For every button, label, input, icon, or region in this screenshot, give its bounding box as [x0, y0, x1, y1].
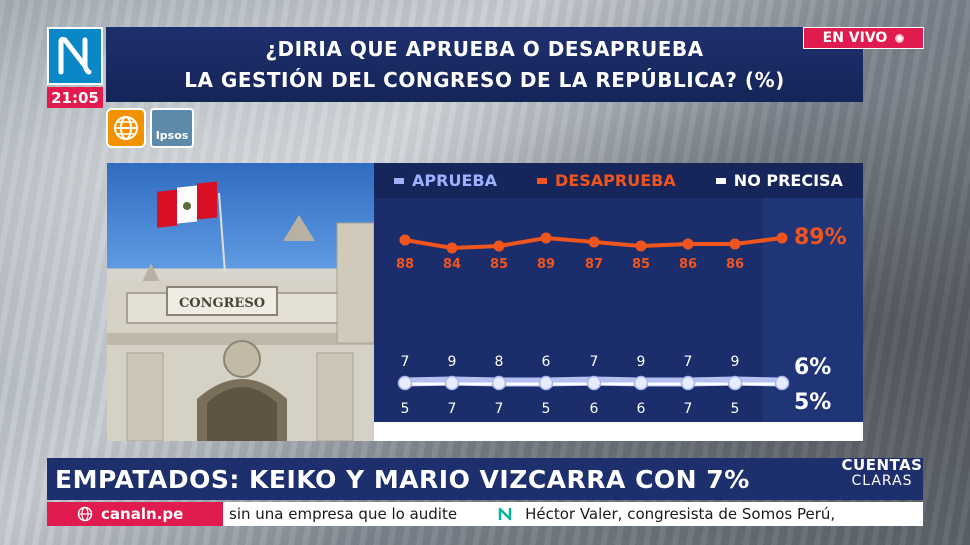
aprueba-value-label: 9 [637, 354, 646, 370]
aprueba-point [397, 375, 413, 391]
ipsos-label: Ipsos [155, 129, 189, 142]
live-badge: EN VIVO [803, 27, 924, 49]
desaprueba-point [540, 232, 552, 244]
aprueba-point [680, 375, 696, 391]
ticker-text-2: Héctor Valer, congresista de Somos Perú, [525, 505, 836, 523]
poll-question: ¿DIRIA QUE APRUEBA O DESAPRUEBA LA GESTI… [106, 27, 863, 102]
news-ticker: canaln.pe sin una empresa que lo audite … [47, 502, 923, 526]
desaprueba-point [446, 242, 458, 254]
legend-item-aprueba: APRUEBA [394, 171, 497, 190]
no-precisa-value-label: 7 [448, 401, 457, 417]
desaprueba-point [493, 240, 505, 252]
legend-label-aprueba: APRUEBA [412, 171, 497, 190]
aprueba-point [586, 375, 602, 391]
desaprueba-value-label: 85 [490, 257, 508, 272]
congreso-sign: CONGRESO [179, 296, 265, 311]
n-logo-icon [58, 36, 92, 75]
desaprueba-value-label: 85 [632, 257, 650, 272]
aprueba-value-label: 9 [731, 354, 740, 370]
poll-question-line2: LA GESTIÓN DEL CONGRESO DE LA REPÚBLICA?… [184, 67, 785, 92]
no-precisa-value-label: 5 [401, 401, 410, 417]
program-name-line1: CUENTAS [841, 456, 923, 474]
desaprueba-point [729, 238, 741, 250]
no-precisa-value-label: 5 [731, 401, 740, 417]
aprueba-point [444, 375, 460, 391]
no-precisa-value-label: 6 [637, 401, 646, 417]
no-precisa-final-label: 5% [794, 390, 831, 415]
desaprueba-point [776, 232, 788, 244]
live-dot-icon [895, 33, 905, 43]
legend-item-desaprueba: DESAPRUEBA [537, 171, 676, 190]
aprueba-point [633, 375, 649, 391]
poll-question-line1: ¿DIRIA QUE APRUEBA O DESAPRUEBA [265, 36, 704, 61]
desaprueba-value-label: 87 [585, 257, 603, 272]
desaprueba-point [682, 238, 694, 250]
live-label: EN VIVO [822, 30, 888, 46]
desaprueba-final-label: 89% [794, 225, 847, 250]
ticker-brand-label: canaln.pe [101, 505, 184, 523]
legend-label-desaprueba: DESAPRUEBA [555, 171, 676, 190]
aprueba-value-label: 6 [542, 354, 551, 370]
ipsos-logo: Ipsos [150, 108, 194, 148]
desaprueba-value-label: 86 [726, 257, 744, 272]
legend-swatch-no-precisa [715, 177, 726, 184]
channel-logo [47, 27, 103, 85]
no-precisa-value-label: 7 [684, 401, 693, 417]
chart-legend: APRUEBA DESAPRUEBA NO PRECISA [374, 163, 863, 198]
clock-time: 21:05 [47, 87, 103, 108]
aprueba-value-label: 7 [401, 354, 410, 370]
no-precisa-value-label: 5 [542, 401, 551, 417]
aprueba-point [727, 375, 743, 391]
desaprueba-point [588, 236, 600, 248]
aprueba-value-label: 7 [684, 354, 693, 370]
no-precisa-value-label: 7 [495, 401, 504, 417]
lower-third-headline: EMPATADOS: KEIKO Y MARIO VIZCARRA CON 7% [55, 464, 750, 494]
program-logo: CUENTAS CLARAS [833, 457, 931, 491]
legend-swatch-aprueba [394, 177, 405, 184]
desaprueba-value-label: 86 [679, 257, 697, 272]
america-globe-logo [106, 108, 146, 148]
aprueba-point [774, 375, 790, 391]
legend-item-no-precisa: NO PRECISA [715, 171, 843, 190]
n-separator-icon [498, 507, 512, 521]
month-axis-strip [374, 422, 863, 441]
program-name-line2: CLARAS [851, 473, 913, 489]
aprueba-value-label: 9 [448, 354, 457, 370]
aprueba-final-label: 6% [794, 355, 831, 380]
aprueba-value-label: 7 [590, 354, 599, 370]
legend-label-no-precisa: NO PRECISA [733, 171, 843, 190]
desaprueba-value-label: 88 [396, 257, 414, 272]
no-precisa-value-label: 6 [590, 401, 599, 417]
congress-building-photo: CONGRESO [107, 163, 374, 441]
globe-icon [114, 116, 138, 140]
desaprueba-value-label: 89 [537, 257, 555, 272]
aprueba-point [538, 375, 554, 391]
desaprueba-point [399, 234, 411, 246]
desaprueba-value-label: 84 [443, 257, 461, 272]
ticker-text-1: sin una empresa que lo audite [229, 505, 458, 523]
ticker-brand[interactable]: canaln.pe [47, 502, 223, 526]
web-globe-icon [77, 506, 93, 522]
aprueba-value-label: 8 [495, 354, 504, 370]
congress-building-illustration: CONGRESO [107, 181, 374, 441]
lower-third-banner: EMPATADOS: KEIKO Y MARIO VIZCARRA CON 7% [47, 458, 923, 500]
desaprueba-point [635, 240, 647, 252]
legend-swatch-desaprueba [537, 177, 548, 184]
aprueba-point [491, 375, 507, 391]
approval-line-chart: 888485898785868689%79867979577566756%5%E… [395, 198, 863, 439]
peru-flag-icon [157, 181, 217, 228]
